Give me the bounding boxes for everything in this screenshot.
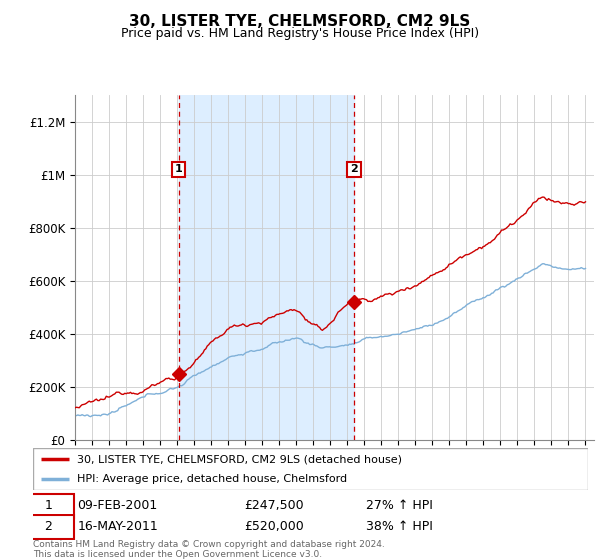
Text: Price paid vs. HM Land Registry's House Price Index (HPI): Price paid vs. HM Land Registry's House … (121, 27, 479, 40)
Text: 30, LISTER TYE, CHELMSFORD, CM2 9LS (detached house): 30, LISTER TYE, CHELMSFORD, CM2 9LS (det… (77, 454, 403, 464)
Text: 1: 1 (44, 499, 52, 512)
Text: 09-FEB-2001: 09-FEB-2001 (77, 499, 158, 512)
Text: HPI: Average price, detached house, Chelmsford: HPI: Average price, detached house, Chel… (77, 474, 347, 484)
Text: 1: 1 (175, 165, 182, 174)
Text: 16-MAY-2011: 16-MAY-2011 (77, 520, 158, 534)
Text: 30, LISTER TYE, CHELMSFORD, CM2 9LS: 30, LISTER TYE, CHELMSFORD, CM2 9LS (130, 14, 470, 29)
FancyBboxPatch shape (33, 448, 588, 490)
FancyBboxPatch shape (23, 515, 74, 539)
Text: £520,000: £520,000 (244, 520, 304, 534)
Text: £247,500: £247,500 (244, 499, 304, 512)
Text: Contains HM Land Registry data © Crown copyright and database right 2024.
This d: Contains HM Land Registry data © Crown c… (33, 540, 385, 559)
Text: 2: 2 (350, 165, 358, 174)
Bar (179, 95, 354, 440)
Text: 38% ↑ HPI: 38% ↑ HPI (366, 520, 433, 534)
Text: 2: 2 (44, 520, 52, 534)
FancyBboxPatch shape (23, 494, 74, 517)
Text: 27% ↑ HPI: 27% ↑ HPI (366, 499, 433, 512)
